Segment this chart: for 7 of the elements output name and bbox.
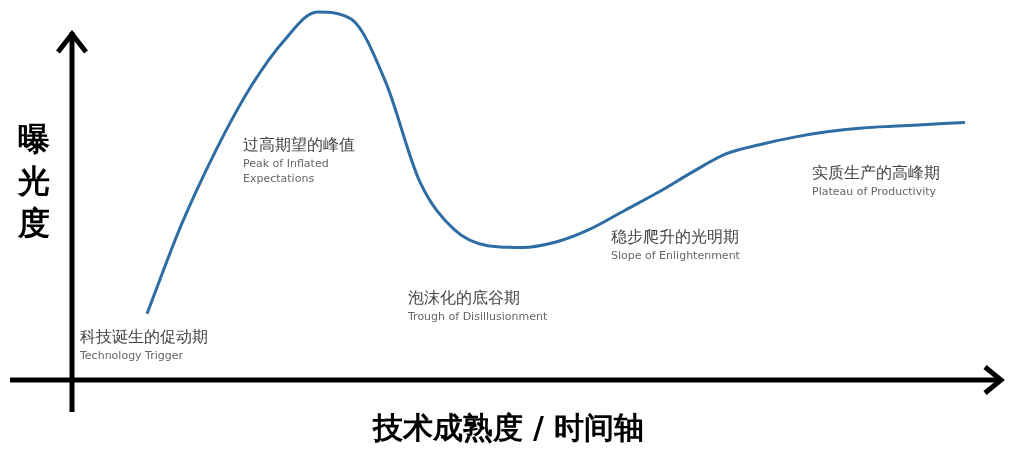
annotation: 实质生产的高峰期 Plateau of Productivity (812, 162, 940, 199)
annotation: 科技诞生的促动期 Technology Trigger (80, 326, 208, 363)
annotation: 过高期望的峰值 Peak of Inflated Expectations (243, 134, 355, 186)
x-axis-title: 技术成熟度 / 时间轴 (371, 409, 646, 447)
annotation: 泡沫化的底谷期 Trough of Disillusionment (408, 287, 548, 324)
annotation: 稳步爬升的光明期 Slope of Enlightenment (611, 226, 740, 263)
y-axis-title: 曝光度 (16, 119, 51, 244)
